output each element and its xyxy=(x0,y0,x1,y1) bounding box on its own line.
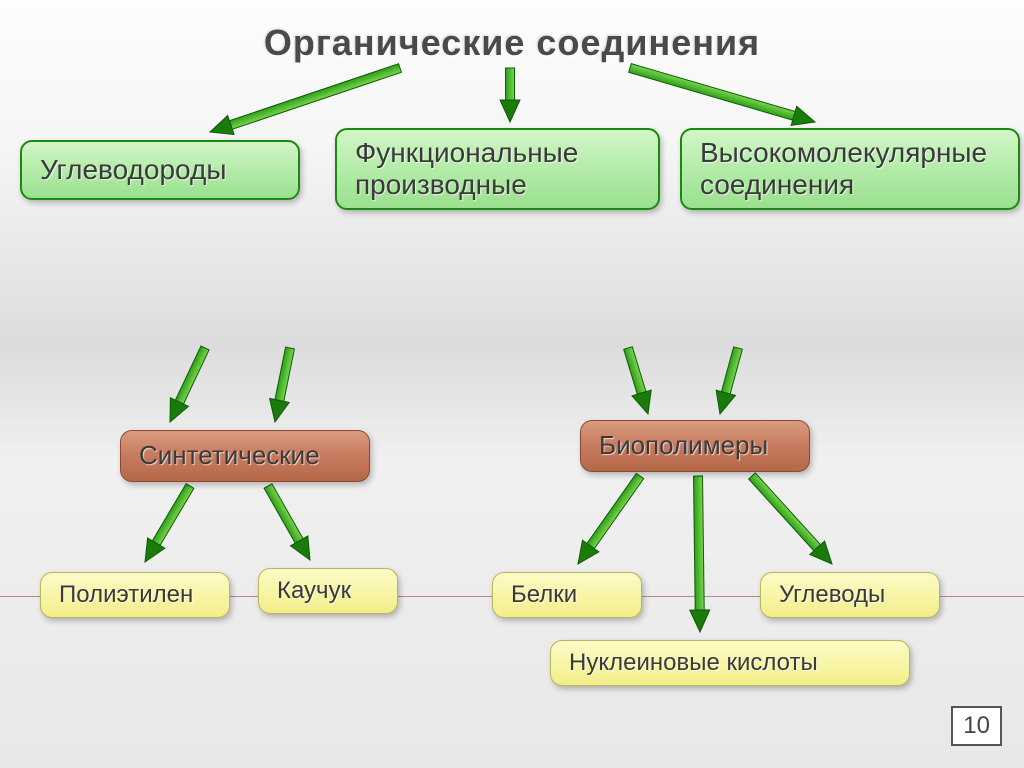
node-carbs: Углеводы xyxy=(760,572,940,618)
node-polyethylene: Полиэтилен xyxy=(40,572,230,618)
node-nucleic: Нуклеиновые кислоты xyxy=(550,640,910,686)
node-functional: Функциональные производные xyxy=(335,128,660,210)
node-synthetic: Синтетические xyxy=(120,430,370,482)
node-proteins: Белки xyxy=(492,572,642,618)
page-number: 10 xyxy=(951,706,1002,746)
diagram-title: Органические соединения xyxy=(0,22,1024,64)
node-macromol: Высокомолекулярные соединения xyxy=(680,128,1020,210)
node-biopolymers: Биополимеры xyxy=(580,420,810,472)
node-hydrocarbons: Углеводороды xyxy=(20,140,300,200)
node-rubber: Каучук xyxy=(258,568,398,614)
